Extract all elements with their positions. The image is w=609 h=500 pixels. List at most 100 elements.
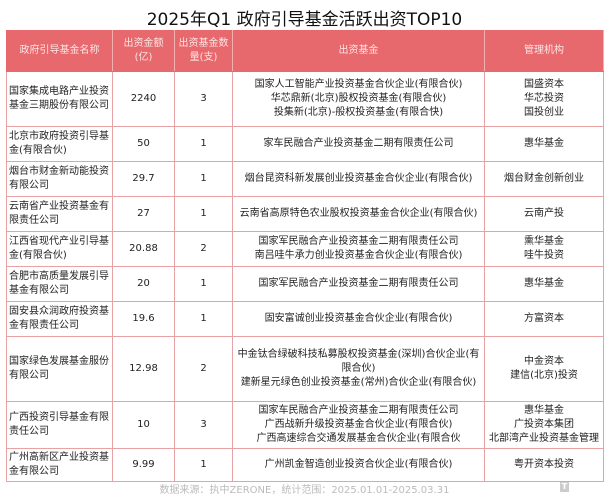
amount-cell: 19.6 [112, 301, 175, 337]
column-header: 出资基金数量(支) [174, 30, 233, 72]
manager-item: 惠华基金 [524, 138, 564, 149]
funds-cell: 云南省高原特色农业股权投资基金合伙企业(有限合伙) [232, 196, 485, 232]
table-row: 国家绿色发展基金服份有限公司 12.98 2 中金钛合绿破科技私募股权投资基金(深圳)… [6, 336, 604, 402]
funds-cell: 广州凯金智造创业投资合伙企业(有限合伙) [232, 448, 485, 482]
column-header: 政府引导基金名称 [6, 30, 113, 72]
funds-cell: 烟台昆资科新发展创业投资基金合伙企业(有限合伙) [232, 161, 485, 197]
fund-item: 广西高速综合交通发展基金合伙企业(有限合伙 [256, 433, 461, 444]
managers-cell: 惠华基金 [484, 126, 604, 162]
fund-name-cell: 烟台市财金新动能投资有限公司 [6, 161, 113, 197]
funds-cell: 家车民融合产业投资基金二期有限责任公司 [232, 126, 485, 162]
manager-item: 云南产投 [524, 208, 564, 219]
manager-item: 建信(北京)投资 [510, 370, 578, 381]
fund-name-cell: 国家集成电路产业投资基金三期股份有限公司 [6, 71, 113, 127]
fund-item: 国家车民融合产业投资基金二期有限责任公司 [258, 405, 459, 416]
funds-cell: 中金钛合绿破科技私募股权投资基金(深圳)合伙企业(有限合伙) 建新星元绿色创业投资… [232, 336, 485, 402]
table-row: 广州高新区产业投资基金有限公司 9.99 1 广州凯金智造创业投资合伙企业(有限合伙)… [6, 448, 604, 482]
funds-cell: 国家军民融合产业投资基金二期有限责任公司 [232, 266, 485, 302]
manager-item: 国盛资本 [524, 79, 564, 90]
managers-cell: 云南产投 [484, 196, 604, 232]
fund-item: 云南省高原特色农业股权投资基金合伙企业(有限合伙) [239, 208, 478, 219]
manager-item: 熏华基金 [524, 236, 564, 247]
table-row: 广西投资引导基金有限责任公司 10 3 国家车民融合产业投资基金二期有限责任公司 广西战… [6, 401, 604, 449]
count-cell: 1 [174, 161, 233, 197]
manager-item: 中金资本 [524, 356, 564, 367]
fund-name-cell: 广西投资引导基金有限责任公司 [6, 401, 113, 449]
count-cell: 2 [174, 231, 233, 267]
fund-item: 中金钛合绿破科技私募股权投资基金(深圳)合伙企业(有限合伙) [237, 349, 480, 374]
table-row: 江西省现代产业引导基金(有限合伙) 20.88 2 国家军民融合产业投资基金二期有限责… [6, 231, 604, 267]
fund-name-cell: 固安县众润政府投资基金有限责任公司 [6, 301, 113, 337]
table-row: 北京市政府投资引导基金(有限合伙) 50 1 家车民融合产业投资基金二期有限责任公司 惠… [6, 126, 604, 162]
fund-item: 家车民融合产业投资基金二期有限责任公司 [263, 138, 454, 149]
data-table: 政府引导基金名称 出资金额(亿) 出资基金数量(支) 出资基金 管理机构 国家集成电路产… [6, 30, 604, 482]
fund-item: 国家军民融合产业投资基金二期有限责任公司 [258, 278, 459, 289]
table-row: 国家集成电路产业投资基金三期股份有限公司 2240 3 国家人工智能产业投资基金合伙企… [6, 71, 604, 127]
fund-item: 建新星元绿色创业投资基金(常州)合伙企业(有限合伙) [240, 377, 477, 388]
manager-item: 国投创业 [524, 107, 564, 118]
manager-item: 方富资本 [524, 313, 564, 324]
source-note: 数据来源：执中ZERONE，统计范围：2025.01.01-2025.03.31 [159, 485, 450, 496]
table-row: 烟台市财金新动能投资有限公司 29.7 1 烟台昆资科新发展创业投资基金合伙企业(有限… [6, 161, 604, 197]
fund-name-cell: 合肥市高质量发展引导基金有限公司 [6, 266, 113, 302]
fund-item: 投集新(北京)-般权投资基金(有限合快) [273, 107, 444, 118]
manager-item: 华芯投资 [524, 93, 564, 104]
count-cell: 1 [174, 448, 233, 482]
fund-item: 华芯鼎新(北京)股权投资基金(有限合伙) [270, 93, 447, 104]
fund-item: 烟台昆资科新发展创业投资基金合伙企业(有限合伙) [244, 173, 473, 184]
funds-cell: 国家人工智能产业投资基金合伙企业(有限合伙) 华芯鼎新(北京)股权投资基金(有限合… [232, 71, 485, 127]
managers-cell: 熏华基金 哇牛投资 [484, 231, 604, 267]
fund-item: 广州凯金智造创业投资合伙企业(有限合伙) [264, 459, 453, 470]
managers-cell: 方富资本 [484, 301, 604, 337]
manager-item: 北部湾产业投资基金管理 [489, 433, 599, 444]
count-cell: 3 [174, 401, 233, 449]
amount-cell: 50 [112, 126, 175, 162]
fund-name-cell: 国家绿色发展基金服份有限公司 [6, 336, 113, 402]
count-cell: 1 [174, 196, 233, 232]
count-cell: 1 [174, 301, 233, 337]
fund-name-cell: 广州高新区产业投资基金有限公司 [6, 448, 113, 482]
logo: T [560, 482, 596, 494]
funds-cell: 固安富诚创业投资基金合伙企业(有限合伙) [232, 301, 485, 337]
column-header: 管理机构 [484, 30, 604, 72]
amount-cell: 2240 [112, 71, 175, 127]
column-header: 出资金额(亿) [112, 30, 175, 72]
amount-cell: 29.7 [112, 161, 175, 197]
manager-item: 粤开资本投资 [514, 459, 574, 470]
amount-cell: 20.88 [112, 231, 175, 267]
managers-cell: 惠华基金广投资本集团北部湾产业投资基金管理 [484, 401, 604, 449]
fund-name-cell: 江西省现代产业引导基金(有限合伙) [6, 231, 113, 267]
page-title: 2025年Q1 政府引导基金活跃出资TOP10 [146, 10, 463, 30]
fund-item: 广西战新升级投资基金合伙企业(有限合伙) [264, 419, 453, 430]
fund-item: 国家军民融合产业投资基金二期有限责任公司 [258, 236, 459, 247]
managers-cell: 惠华基金 [484, 266, 604, 302]
manager-item: 惠华基金 [524, 278, 564, 289]
table-row: 云南省产业投资基金有限责任公司 27 1 云南省高原特色农业股权投资基金合伙企业(有限… [6, 196, 604, 232]
table-row: 固安县众润政府投资基金有限责任公司 19.6 1 固安富诚创业投资基金合伙企业(有限合… [6, 301, 604, 337]
managers-cell: 中金资本建信(北京)投资 [484, 336, 604, 402]
fund-item: 南吕哇牛承力创业投资基金合伙企业(有限合伙) [254, 250, 463, 261]
count-cell: 1 [174, 266, 233, 302]
count-cell: 2 [174, 336, 233, 402]
column-header: 出资基金 [232, 30, 485, 72]
amount-cell: 9.99 [112, 448, 175, 482]
manager-item: 烟台财金创新创业 [504, 173, 584, 184]
funds-cell: 国家军民融合产业投资基金二期有限责任公司 南吕哇牛承力创业投资基金合伙企业(有限合… [232, 231, 485, 267]
amount-cell: 10 [112, 401, 175, 449]
fund-name-cell: 云南省产业投资基金有限责任公司 [6, 196, 113, 232]
manager-item: 惠华基金 [524, 405, 564, 416]
logo-icon: T [560, 482, 569, 492]
amount-cell: 27 [112, 196, 175, 232]
count-cell: 1 [174, 126, 233, 162]
fund-item: 国家人工智能产业投资基金合伙企业(有限合伙) [254, 79, 463, 90]
table-row: 合肥市高质量发展引导基金有限公司 20 1 国家军民融合产业投资基金二期有限责任公司 惠… [6, 266, 604, 302]
managers-cell: 烟台财金创新创业 [484, 161, 604, 197]
manager-item: 广投资本集团 [514, 419, 574, 430]
fund-name-cell: 北京市政府投资引导基金(有限合伙) [6, 126, 113, 162]
managers-cell: 粤开资本投资 [484, 448, 604, 482]
managers-cell: 国盛资本华芯投资国投创业 [484, 71, 604, 127]
manager-item: 哇牛投资 [524, 250, 564, 261]
amount-cell: 12.98 [112, 336, 175, 402]
funds-cell: 国家车民融合产业投资基金二期有限责任公司 广西战新升级投资基金合伙企业(有限合伙)… [232, 401, 485, 449]
amount-cell: 20 [112, 266, 175, 302]
